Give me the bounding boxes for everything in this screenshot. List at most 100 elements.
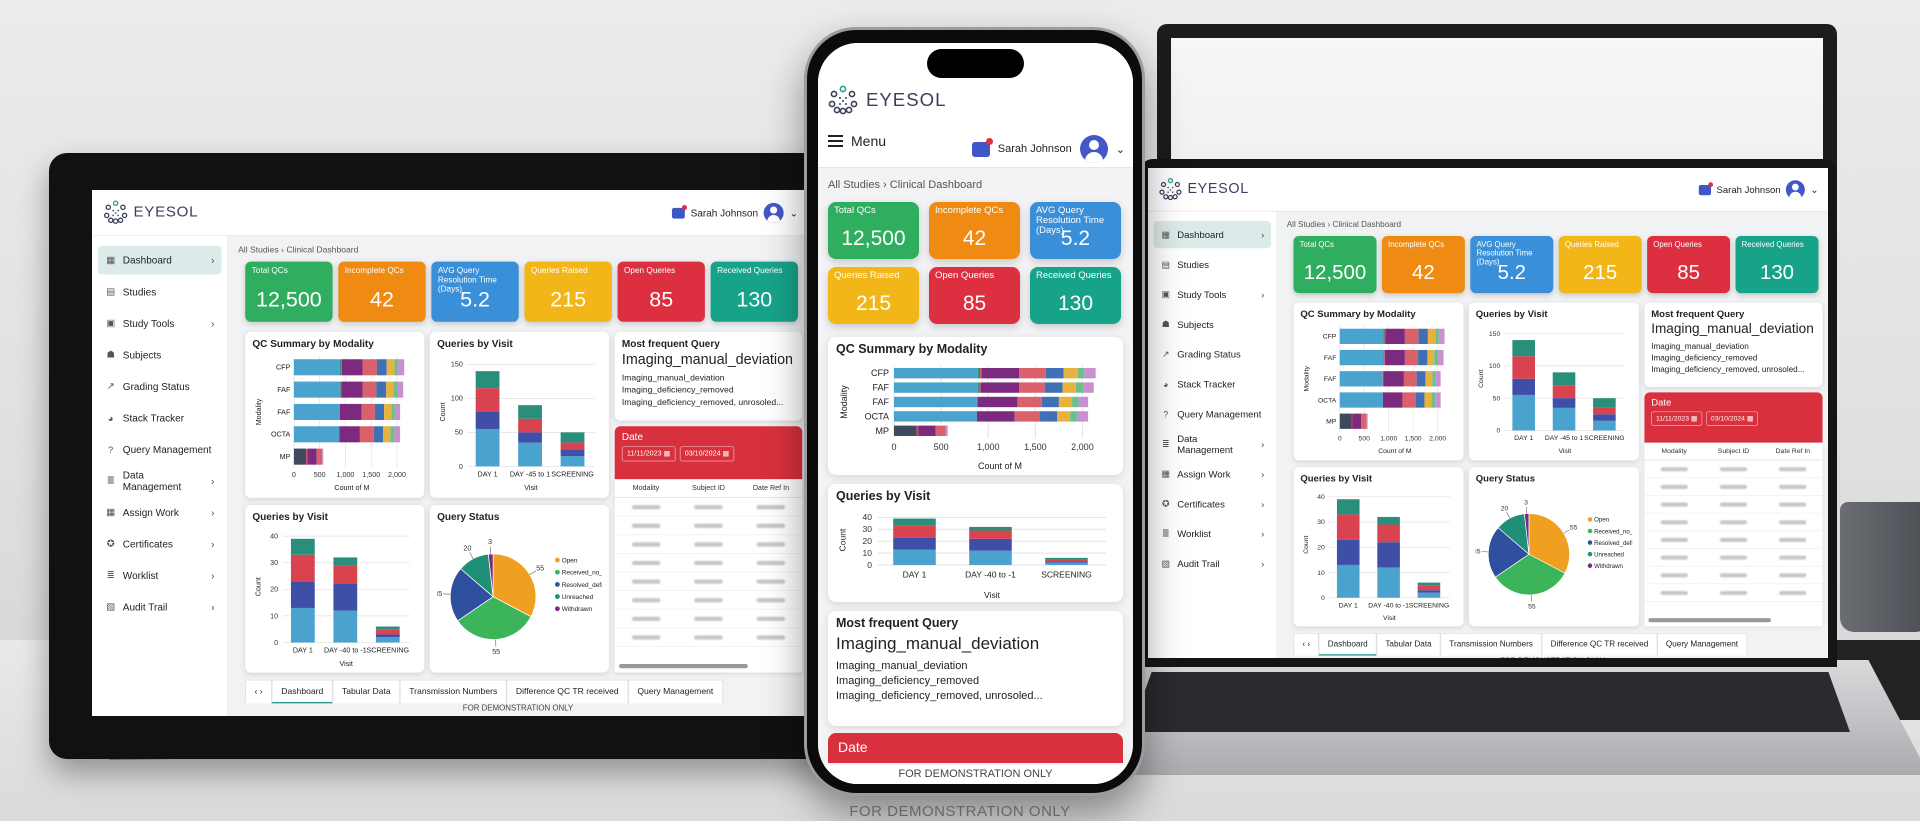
chevron-down-icon[interactable]: ⌄ <box>1810 183 1819 195</box>
chevron-right-icon[interactable]: › <box>211 569 215 581</box>
tab-query-management[interactable]: Query Management <box>628 679 723 704</box>
sidebar-item-certificates[interactable]: ✪ Certificates › <box>98 529 222 558</box>
chevron-right-icon[interactable]: › <box>1261 229 1265 241</box>
table-row[interactable] <box>1644 513 1823 532</box>
user-menu[interactable]: Sarah Johnson ⌄ <box>1698 180 1819 200</box>
chevron-right-icon[interactable]: › <box>1261 468 1265 480</box>
table-row[interactable] <box>1644 478 1823 496</box>
table-row[interactable] <box>614 516 803 536</box>
sidebar-item-worklist[interactable]: ≣ Worklist › <box>1153 520 1271 547</box>
table-row[interactable] <box>614 554 803 573</box>
tab-transmission-numbers[interactable]: Transmission Numbers <box>1440 633 1542 656</box>
notifications-icon[interactable] <box>1698 181 1714 195</box>
sidebar-item-audit-trail[interactable]: ▨ Audit Trail › <box>1153 550 1271 577</box>
sidebar-item-data-management[interactable]: ≣ Data Management › <box>1153 430 1271 457</box>
chevron-right-icon[interactable]: › <box>211 600 215 613</box>
chevron-right-icon[interactable]: › <box>1261 558 1265 570</box>
sidebar-item-grading-status[interactable]: ↗ Grading Status <box>98 372 222 401</box>
kpi-card[interactable]: Incomplete QCs 42 <box>929 202 1020 259</box>
sidebar-item-studies[interactable]: ▤ Studies <box>1153 251 1271 278</box>
sidebar-item-study-tools[interactable]: ▣ Study Tools › <box>98 309 222 338</box>
table-row[interactable] <box>614 535 803 554</box>
column-header[interactable]: Modality <box>632 484 660 493</box>
table-row[interactable] <box>1644 584 1823 602</box>
sidebar-item-query-management[interactable]: ? Query Management <box>1153 401 1271 428</box>
notifications-icon[interactable] <box>971 137 993 157</box>
menu-button[interactable]: Menu <box>828 133 886 149</box>
breadcrumb-root[interactable]: All Studies <box>1286 219 1326 230</box>
column-header[interactable]: Date Ref In <box>1775 447 1811 455</box>
avatar[interactable] <box>763 202 784 223</box>
breadcrumb-root[interactable]: All Studies <box>828 179 880 191</box>
table-row[interactable] <box>614 572 803 591</box>
kpi-card[interactable]: Incomplete QCs 42 <box>338 261 426 322</box>
sidebar-item-subjects[interactable]: ☗ Subjects <box>1153 311 1271 338</box>
hamburger-icon[interactable] <box>828 135 843 147</box>
tab-transmission-numbers[interactable]: Transmission Numbers <box>399 679 507 704</box>
tab-dashboard[interactable]: Dashboard <box>1318 633 1377 656</box>
table-row[interactable] <box>614 591 803 610</box>
kpi-card[interactable]: AVG Query Resolution Time (Days) 5.2 <box>1030 202 1121 259</box>
chevron-down-icon[interactable]: ⌄ <box>1115 143 1125 156</box>
kpi-card[interactable]: Total QCs 12,500 <box>245 261 333 322</box>
calendar-icon[interactable]: ▦ <box>1690 414 1698 423</box>
table-row[interactable] <box>1644 566 1823 585</box>
breadcrumb-root[interactable]: All Studies <box>238 244 279 255</box>
table-row[interactable] <box>1644 460 1823 479</box>
sidebar-item-stack-tracker[interactable]: ◕ Stack Tracker <box>98 403 222 432</box>
tab-scroll-arrows[interactable]: ‹ › <box>245 679 272 704</box>
sidebar-item-grading-status[interactable]: ↗ Grading Status <box>1153 341 1271 368</box>
horizontal-scrollbar[interactable] <box>1648 618 1771 623</box>
tab-dashboard[interactable]: Dashboard <box>271 679 333 704</box>
sidebar-item-stack-tracker[interactable]: ◕ Stack Tracker <box>1153 371 1271 398</box>
chevron-right-icon[interactable]: › <box>211 317 215 329</box>
table-row[interactable] <box>1644 531 1823 549</box>
kpi-card[interactable]: Total QCs 12,500 <box>828 202 919 259</box>
sidebar-item-query-management[interactable]: ? Query Management <box>98 435 222 464</box>
chevron-right-icon[interactable]: › <box>211 506 215 518</box>
sidebar-item-subjects[interactable]: ☗ Subjects <box>98 340 222 369</box>
sidebar-item-dashboard[interactable]: ▦ Dashboard › <box>1153 221 1272 249</box>
kpi-card[interactable]: AVG Query Resolution Time (Days) 5.2 <box>431 261 519 322</box>
chevron-right-icon[interactable]: › <box>1261 528 1265 540</box>
sidebar-item-data-management[interactable]: ≣ Data Management › <box>98 466 222 495</box>
tab-query-management[interactable]: Query Management <box>1657 633 1747 656</box>
calendar-icon[interactable]: ▦ <box>663 449 671 458</box>
calendar-icon[interactable]: ▦ <box>722 449 730 458</box>
column-header[interactable]: Date Ref In <box>752 484 790 493</box>
kpi-card[interactable]: Open Queries 85 <box>617 261 705 322</box>
date-to-input[interactable]: 03/10/2024 ▦ <box>679 446 735 462</box>
sidebar-item-certificates[interactable]: ✪ Certificates › <box>1153 490 1271 517</box>
kpi-card[interactable]: Queries Raised 215 <box>1558 236 1642 294</box>
kpi-card[interactable]: Incomplete QCs 42 <box>1381 236 1465 294</box>
tab-scroll-arrows[interactable]: ‹ › <box>1293 633 1319 656</box>
kpi-card[interactable]: Open Queries 85 <box>1647 236 1731 294</box>
chevron-right-icon[interactable]: › <box>211 254 215 266</box>
chevron-down-icon[interactable]: ⌄ <box>789 206 798 219</box>
kpi-card[interactable]: Queries Raised 215 <box>524 261 612 322</box>
kpi-card[interactable]: Queries Raised 215 <box>828 267 919 324</box>
avatar[interactable] <box>1079 135 1108 163</box>
tab-difference-qc-tr-received[interactable]: Difference QC TR received <box>506 679 629 704</box>
sidebar-item-study-tools[interactable]: ▣ Study Tools › <box>1153 281 1271 308</box>
column-header[interactable]: Subject ID <box>691 484 725 493</box>
calendar-icon[interactable]: ▦ <box>1746 414 1754 423</box>
sidebar-item-studies[interactable]: ▤ Studies <box>98 277 222 306</box>
chevron-right-icon[interactable]: › <box>1261 289 1265 300</box>
column-header[interactable]: Subject ID <box>1717 447 1750 455</box>
chevron-right-icon[interactable]: › <box>211 537 215 550</box>
date-from-input[interactable]: 11/11/2023 ▦ <box>1651 411 1703 426</box>
kpi-card[interactable]: Received Queries 130 <box>1735 236 1819 294</box>
kpi-card[interactable]: Open Queries 85 <box>929 267 1020 324</box>
table-row[interactable] <box>614 628 803 647</box>
chevron-right-icon[interactable]: › <box>1261 498 1265 510</box>
sidebar-item-assign-work[interactable]: ▦ Assign Work › <box>1153 460 1271 487</box>
chevron-right-icon[interactable]: › <box>211 474 215 487</box>
kpi-card[interactable]: AVG Query Resolution Time (Days) 5.2 <box>1470 236 1554 294</box>
chevron-right-icon[interactable]: › <box>1261 438 1265 450</box>
table-row[interactable] <box>614 610 803 629</box>
tab-tabular-data[interactable]: Tabular Data <box>332 679 400 704</box>
horizontal-scrollbar[interactable] <box>618 663 748 669</box>
table-row[interactable] <box>614 498 803 517</box>
sidebar-item-assign-work[interactable]: ▦ Assign Work › <box>98 498 222 527</box>
